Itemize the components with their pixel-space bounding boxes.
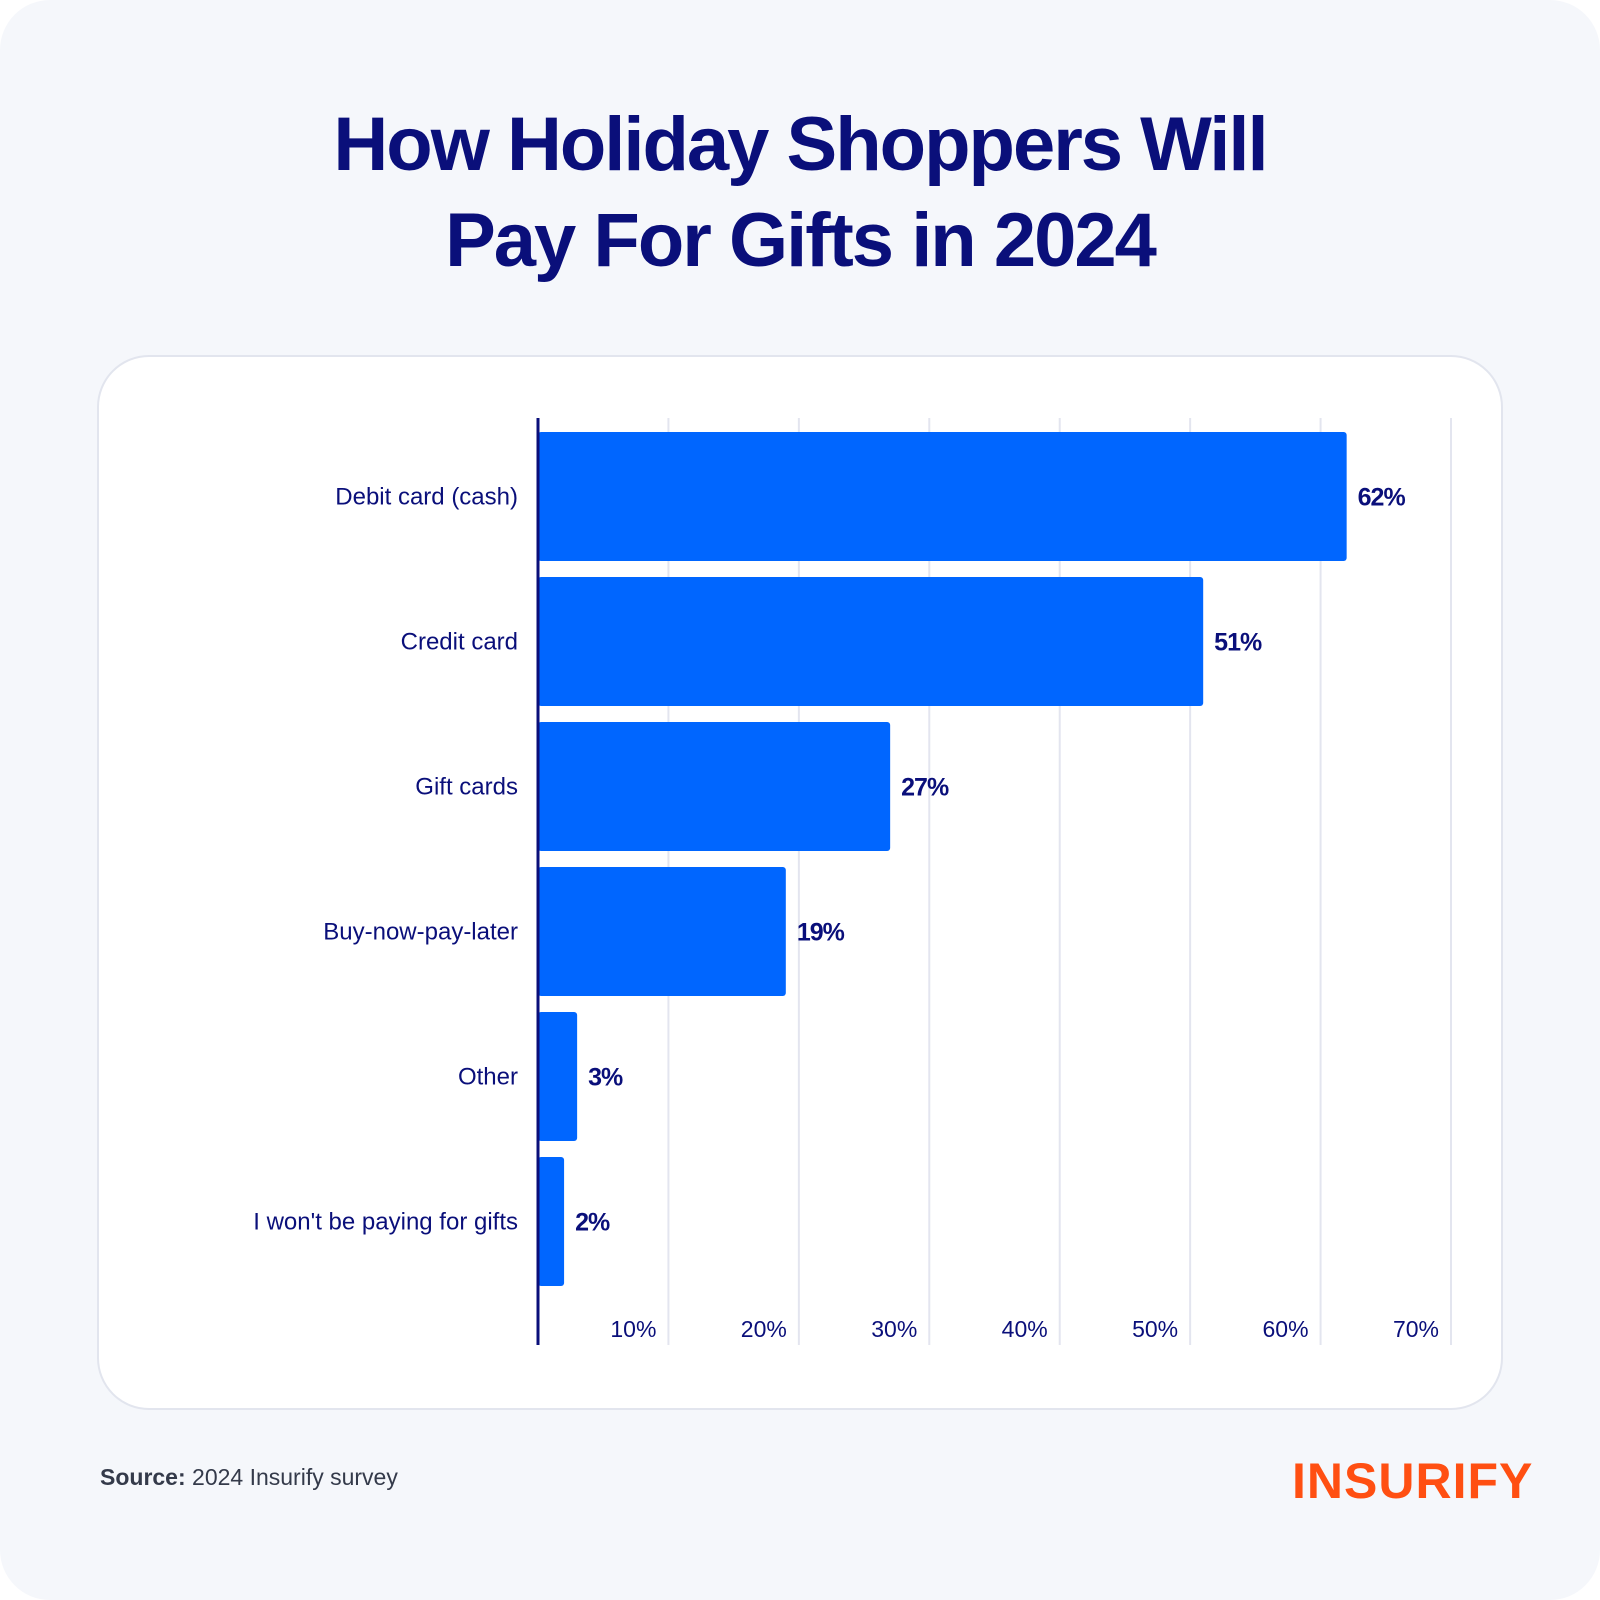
data-label: 19%: [797, 919, 845, 947]
data-label: 51%: [1214, 629, 1262, 657]
category-label: Debit card (cash): [335, 484, 518, 511]
x-tick-label: 10%: [610, 1316, 656, 1342]
x-tick-label: 50%: [1132, 1316, 1178, 1342]
x-tick-label: 70%: [1393, 1316, 1439, 1342]
x-tick-label: 40%: [1002, 1316, 1048, 1342]
category-label: Other: [458, 1064, 518, 1091]
insurify-logo: INSURIFY: [1292, 1453, 1534, 1509]
x-tick-label: 30%: [871, 1316, 917, 1342]
category-label: Buy-now-pay-later: [323, 919, 518, 946]
category-label: Gift cards: [415, 774, 518, 801]
data-label: 2%: [575, 1209, 610, 1237]
data-label: 62%: [1358, 484, 1406, 512]
bar: [538, 577, 1204, 706]
x-tick-label: 20%: [741, 1316, 787, 1342]
source-note: Source: 2024 Insurify survey: [100, 1464, 398, 1491]
source-text: 2024 Insurify survey: [192, 1464, 398, 1490]
chart-title-line-1: How Holiday Shoppers Will: [333, 102, 1268, 187]
bar: [538, 432, 1347, 561]
chart-title-line-2: Pay For Gifts in 2024: [445, 198, 1157, 283]
bar: [538, 867, 786, 996]
x-tick-label: 60%: [1263, 1316, 1309, 1342]
category-label: I won't be paying for gifts: [253, 1209, 518, 1236]
bar: [538, 1012, 578, 1141]
data-label: 3%: [588, 1064, 623, 1092]
bar: [538, 1157, 565, 1286]
data-label: 27%: [901, 774, 949, 802]
category-label: Credit card: [401, 629, 518, 656]
bar: [538, 722, 891, 851]
source-label: Source:: [100, 1464, 186, 1490]
